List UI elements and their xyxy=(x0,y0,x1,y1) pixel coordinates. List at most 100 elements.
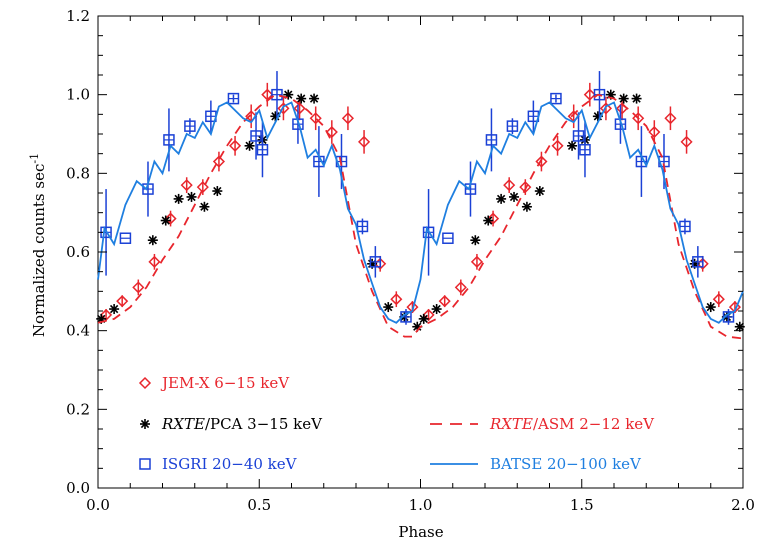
data-point xyxy=(550,92,562,105)
asterisk-stroke xyxy=(432,304,441,314)
asterisk-stroke xyxy=(245,141,254,150)
asterisk-stroke xyxy=(297,94,306,103)
marker-square xyxy=(593,88,606,101)
legend-label: RXTE/PCA 3−15 keV xyxy=(161,415,323,433)
x-tick-label: 2.0 xyxy=(731,496,755,514)
asterisk-stroke xyxy=(471,236,480,245)
data-point xyxy=(664,112,677,125)
marker-square xyxy=(271,88,283,101)
y-axis-title-superscript: -1 xyxy=(28,153,41,164)
data-point xyxy=(383,302,394,313)
asterisk-stroke xyxy=(109,304,119,314)
data-point xyxy=(728,301,741,314)
legend-label-part: ISGRI 20−40 keV xyxy=(162,455,298,473)
data-point xyxy=(109,304,120,315)
data-point xyxy=(250,130,262,142)
data-point xyxy=(583,88,596,101)
data-point xyxy=(599,102,612,115)
data-point xyxy=(173,193,184,204)
data-point xyxy=(487,212,500,225)
data-point xyxy=(147,235,158,246)
data-point xyxy=(164,212,177,225)
data-point xyxy=(132,281,145,294)
data-point xyxy=(160,215,171,226)
legend-marker xyxy=(139,458,151,470)
asterisk-stroke xyxy=(535,186,544,196)
marker-square xyxy=(572,130,585,142)
data-point xyxy=(618,93,629,104)
asterisk-stroke xyxy=(271,112,280,121)
data-point xyxy=(503,179,516,192)
data-point xyxy=(521,201,532,212)
asterisk-stroke xyxy=(174,194,183,204)
data-point xyxy=(293,102,306,115)
marker-square xyxy=(692,256,704,268)
marker-square xyxy=(184,120,196,132)
data-point xyxy=(199,201,210,212)
axis-labels-layer: Phase Normalized counts sec-1 xyxy=(28,153,444,541)
data-point xyxy=(470,235,481,246)
asterisk-stroke xyxy=(496,194,506,204)
data-point xyxy=(496,193,507,204)
asterisk-stroke xyxy=(632,94,641,103)
x-tick-label: 0.0 xyxy=(86,496,110,514)
asterisk-stroke xyxy=(309,94,319,103)
data-point xyxy=(296,93,307,104)
data-point xyxy=(227,92,240,105)
marker-square xyxy=(256,143,269,156)
asterisk-stroke xyxy=(735,322,744,331)
data-point xyxy=(431,304,442,315)
data-point xyxy=(163,134,175,146)
data-point xyxy=(422,226,435,239)
marker-square xyxy=(579,143,591,156)
legend-marker xyxy=(140,419,150,429)
legend-label: BATSE 20−100 keV xyxy=(490,455,642,473)
marker-square xyxy=(369,256,382,268)
data-point xyxy=(277,102,290,115)
data-point xyxy=(148,255,161,268)
asterisk-stroke xyxy=(619,94,628,103)
asterisk-stroke xyxy=(567,141,577,150)
series-line xyxy=(97,101,744,324)
asterisk-stroke xyxy=(522,202,532,211)
data-point xyxy=(712,293,725,306)
x-tick-label: 1.5 xyxy=(570,496,594,514)
data-point xyxy=(722,311,735,323)
y-tick-label: 0.4 xyxy=(66,322,90,340)
legend-entry: ISGRI 20−40 keV xyxy=(139,455,298,473)
legend: JEM-X 6−15 keV RXTE/PCA 3−15 keV ISGRI 20−… xyxy=(138,374,655,473)
data-point xyxy=(180,179,193,192)
data-point xyxy=(454,281,467,294)
data-point xyxy=(679,220,691,233)
legend-label-part: BATSE 20−100 keV xyxy=(490,455,642,473)
y-tick-label: 0.8 xyxy=(66,164,90,182)
data-point xyxy=(680,135,693,148)
legend-label-part: /ASM 2−12 keV xyxy=(533,415,655,433)
asterisk-stroke xyxy=(187,192,196,202)
marker-square xyxy=(722,311,735,323)
data-point xyxy=(186,191,197,202)
marker-square xyxy=(119,232,132,244)
data-point xyxy=(593,88,606,101)
data-point xyxy=(418,313,429,324)
data-point xyxy=(244,140,255,151)
data-point xyxy=(422,308,435,321)
data-point xyxy=(196,181,209,194)
data-point xyxy=(734,321,745,332)
x-tick-label: 0.5 xyxy=(247,496,271,514)
data-point xyxy=(567,140,578,151)
asterisk-stroke xyxy=(593,112,603,121)
data-point xyxy=(438,295,451,308)
asterisk-stroke xyxy=(419,314,428,324)
asterisk-stroke xyxy=(413,322,422,331)
asterisk-stroke xyxy=(148,236,157,245)
y-tick-label: 1.0 xyxy=(66,86,90,104)
data-point xyxy=(551,139,564,152)
data-point xyxy=(390,293,403,306)
data-point xyxy=(325,125,338,139)
data-point xyxy=(309,93,320,104)
legend-label-part: JEM-X 6−15 keV xyxy=(160,374,290,392)
marker-square xyxy=(250,130,262,142)
